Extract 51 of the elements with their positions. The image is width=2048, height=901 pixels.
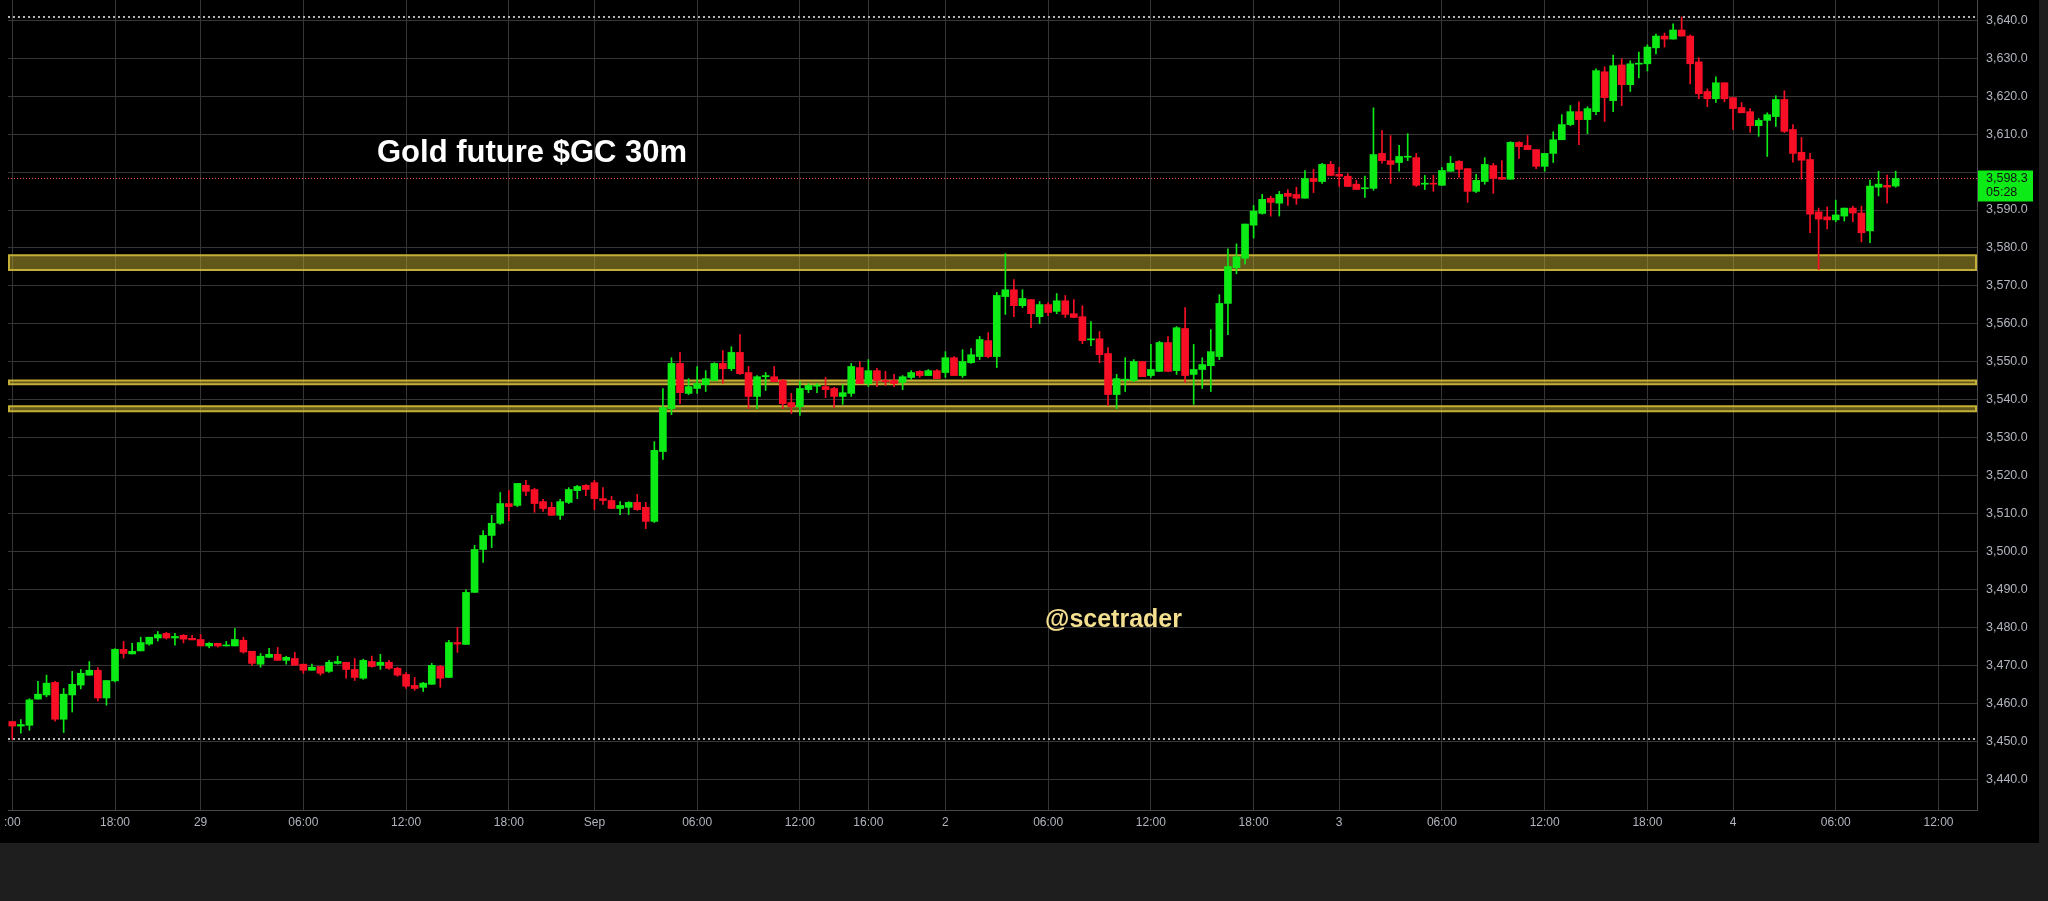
candlestick	[1575, 101, 1583, 146]
y-tick-label: 3,550.0	[1986, 354, 2028, 369]
candlestick	[504, 490, 513, 521]
y-tick-label: 3,580.0	[1986, 240, 2028, 255]
x-tick-label: 12:00	[1529, 814, 1561, 829]
y-tick-label: 3,630.0	[1986, 50, 2028, 65]
y-tick-label: 3,590.0	[1986, 202, 2028, 217]
x-tick-label: 06:00	[1426, 814, 1458, 829]
candlestick	[171, 633, 179, 646]
y-tick-label: 3,540.0	[1986, 392, 2028, 407]
annotation: @scetrader	[1045, 604, 1182, 633]
candlestick	[1883, 174, 1891, 204]
candlestick	[8, 721, 17, 740]
y-tick-label: 3,530.0	[1986, 430, 2028, 445]
x-tick-label: Sep	[583, 814, 606, 829]
y-tick-label: 3,470.0	[1986, 658, 2028, 673]
x-tick-label: 06:00	[1033, 814, 1064, 829]
x-tick-label: 06:00	[288, 814, 319, 829]
x-tick-label: 18:00	[1238, 814, 1269, 829]
x-tick-label: 12:00	[1135, 814, 1167, 829]
x-tick-label: 06:00	[682, 814, 713, 829]
x-tick-label: 3	[1335, 814, 1343, 829]
x-tick-label: 18:00	[1632, 814, 1663, 829]
y-tick-label: 3,640.0	[1986, 12, 2028, 27]
x-tick-label: :00	[3, 814, 21, 829]
y-tick-label: 3,490.0	[1986, 582, 2028, 597]
y-tick-label: 3,440.0	[1986, 772, 2028, 787]
text: Gold future $GC 30m	[377, 134, 688, 170]
y-tick-label: 3,450.0	[1986, 734, 2028, 749]
candlestick	[1420, 175, 1429, 190]
y-tick-label: 3,620.0	[1986, 88, 2028, 103]
x-tick-label: 4	[1729, 814, 1737, 829]
x-tick-label: 12:00	[1923, 814, 1954, 829]
x-tick-label: 12:00	[391, 814, 422, 829]
ref-line-label: 3,598.3 05:28	[1986, 170, 2028, 200]
y-tick-label: 3,510.0	[1986, 506, 2028, 521]
y-tick-label: 3,500.0	[1986, 544, 2028, 559]
x-tick-label: 12:00	[784, 814, 816, 829]
x-tick-label: 2	[942, 814, 950, 829]
x-tick-label: 18:00	[100, 814, 131, 829]
x-tick-label: 16:00	[853, 814, 884, 829]
x-tick-label: 29	[193, 814, 208, 829]
y-tick-label: 3,610.0	[1986, 126, 2028, 141]
candlestick	[719, 350, 727, 384]
y-tick-label: 3,520.0	[1986, 468, 2028, 483]
y-tick-label: 3,460.0	[1986, 696, 2028, 711]
y-tick-label: 3,480.0	[1986, 620, 2028, 635]
y-tick-label: 3,570.0	[1986, 278, 2028, 293]
x-tick-label: 06:00	[1820, 814, 1852, 829]
y-tick-label: 3,560.0	[1986, 316, 2028, 331]
x-tick-label: 18:00	[493, 814, 525, 829]
